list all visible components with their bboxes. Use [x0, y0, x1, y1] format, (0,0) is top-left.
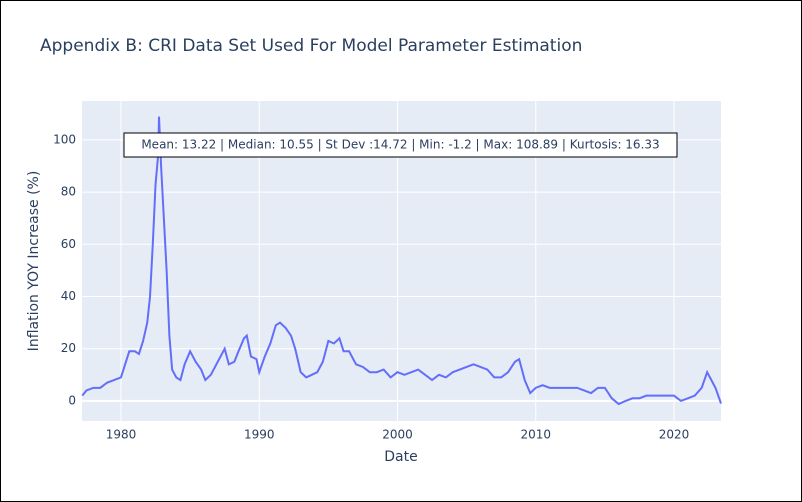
x-tick-label: 1990: [244, 428, 275, 442]
x-tick-label: 2020: [659, 428, 690, 442]
line-series: [81, 116, 722, 406]
chart-title: Appendix B: CRI Data Set Used For Model …: [40, 36, 582, 56]
annotation-box: [123, 132, 678, 158]
x-tick-label: 2000: [382, 428, 413, 442]
y-axis-title: Inflation YOY Increase (%): [26, 171, 42, 352]
annotation: Mean: 13.22 | Median: 10.55 | St Dev :14…: [141, 138, 659, 152]
y-tick-label: 60: [61, 237, 76, 251]
x-axis-title: Date: [384, 449, 417, 465]
y-tick-label: 40: [61, 289, 76, 303]
y-tick-label: 20: [61, 341, 76, 355]
x-tick-label: 1980: [106, 428, 137, 442]
y-tick-label: 100: [53, 132, 76, 146]
x-tick-label: 2010: [520, 428, 551, 442]
y-tick-label: 0: [68, 393, 76, 407]
y-tick-label: 80: [61, 185, 76, 199]
